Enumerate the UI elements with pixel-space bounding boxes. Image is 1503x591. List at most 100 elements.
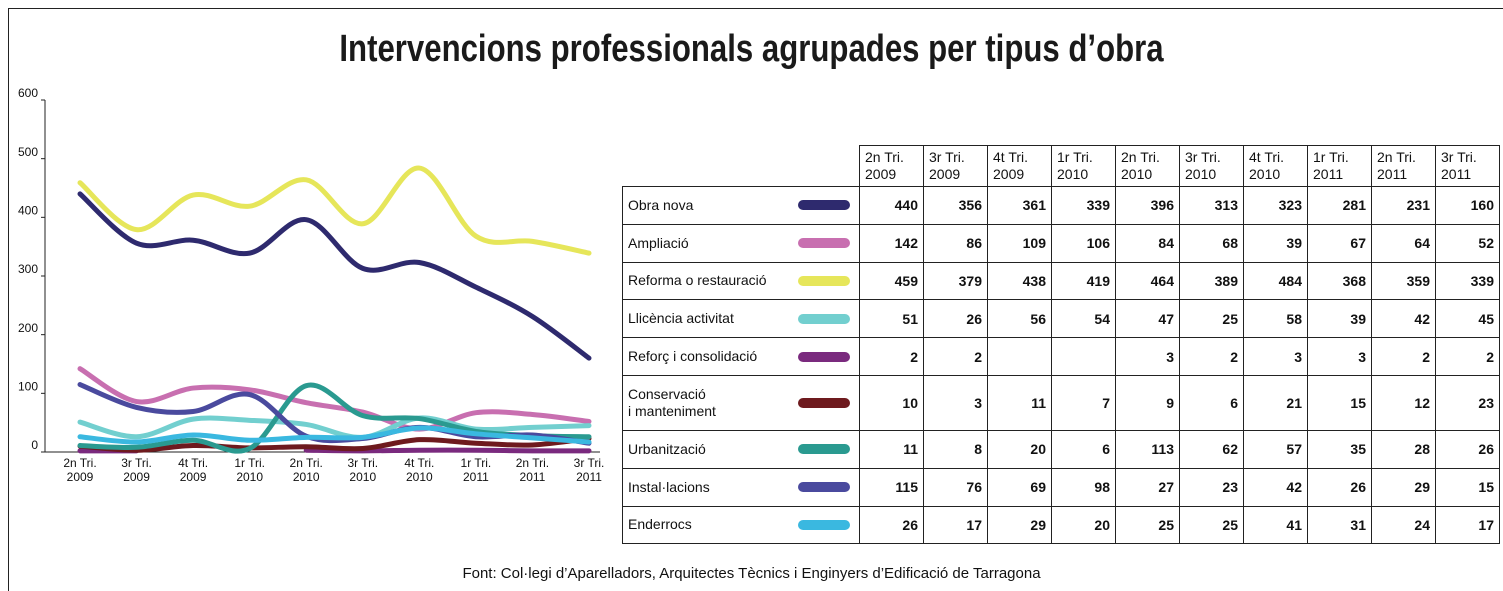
value-text: 52 [1478, 235, 1494, 252]
series-name-cell: Instal·lacions [622, 467, 860, 507]
value-cell: 7 [1051, 374, 1116, 431]
value-cell: 3 [923, 374, 988, 431]
value-text: 15 [1350, 394, 1366, 411]
column-header: 4t Tri. 2010 [1243, 145, 1308, 187]
value-text: 20 [1094, 516, 1110, 533]
table-row: Ampliació 142 86 109 106 84 68 39 67 64 52 [622, 223, 1500, 263]
value-text: 27 [1158, 479, 1174, 496]
value-cell: 20 [1051, 505, 1116, 545]
value-text: 361 [1022, 197, 1046, 214]
value-text: 15 [1478, 479, 1494, 496]
legend-swatch [798, 200, 850, 211]
table-row: Instal·lacions 115 76 69 98 27 23 42 26 29 15 [622, 467, 1500, 507]
column-header-line: 2n Tri. [1121, 149, 1160, 165]
value-text: 29 [1414, 479, 1430, 496]
x-tick-label: 2011 [576, 470, 602, 484]
value-cell: 57 [1243, 429, 1308, 469]
value-cell: 52 [1435, 223, 1500, 263]
y-tick-label: 400 [18, 204, 38, 218]
x-tick-label: 1r Tri. [461, 456, 492, 470]
value-cell: 6 [1051, 429, 1116, 469]
value-text: 35 [1350, 441, 1366, 458]
legend-label: Conservació i manteniment [628, 385, 716, 419]
legend-entry: Reforç i consolidació [628, 348, 854, 365]
value-cell: 42 [1243, 467, 1308, 507]
column-header-line: 2009 [865, 166, 897, 182]
value-text: 47 [1158, 310, 1174, 327]
legend-entry: Reforma o restauració [628, 272, 854, 289]
value-cell: 484 [1243, 261, 1308, 301]
value-text: 160 [1470, 197, 1494, 214]
x-tick-label: 2011 [520, 470, 546, 484]
value-cell: 21 [1243, 374, 1308, 431]
value-text: 3 [1358, 348, 1366, 365]
value-cell: 26 [1307, 467, 1372, 507]
value-text: 281 [1342, 197, 1366, 214]
column-header: 4t Tri. 2009 [987, 145, 1052, 187]
value-cell: 115 [859, 467, 924, 507]
value-text: 6 [1102, 441, 1110, 458]
value-cell: 11 [859, 429, 924, 469]
value-text: 26 [1350, 479, 1366, 496]
x-tick-label: 2011 [463, 470, 489, 484]
value-cell: 25 [1179, 299, 1244, 339]
value-cell: 438 [987, 261, 1052, 301]
value-cell: 62 [1179, 429, 1244, 469]
value-cell: 8 [923, 429, 988, 469]
legend-entry: Instal·lacions [628, 479, 854, 496]
value-text: 39 [1286, 235, 1302, 252]
value-cell: 361 [987, 186, 1052, 225]
x-tick-label: 2n Tri. [516, 456, 549, 470]
x-tick-label: 3r Tri. [574, 456, 605, 470]
value-cell: 459 [859, 261, 924, 301]
column-header-line: 2011 [1377, 166, 1408, 182]
value-cell: 23 [1435, 374, 1500, 431]
value-text: 3 [1294, 348, 1302, 365]
value-text: 142 [894, 235, 918, 252]
value-cell: 323 [1243, 186, 1308, 225]
value-cell: 2 [923, 337, 988, 376]
value-cell [987, 337, 1052, 376]
value-cell: 3 [1307, 337, 1372, 376]
table-row: Obra nova 440 356 361 339 396 313 323 281 231 160 [622, 186, 1500, 225]
column-header-line: 1r Tri. [1057, 149, 1093, 165]
column-header-line: 2010 [1185, 166, 1217, 182]
table-row: Llicència activitat 51 26 56 54 47 25 58 39 42 45 [622, 299, 1500, 339]
value-text: 7 [1102, 394, 1110, 411]
legend-entry: Conservació i manteniment [628, 386, 854, 420]
value-text: 389 [1214, 272, 1238, 289]
value-text: 98 [1094, 479, 1110, 496]
value-cell: 2 [1435, 337, 1500, 376]
table-row: Enderrocs 26 17 29 20 25 25 41 31 24 17 [622, 505, 1500, 545]
column-header-line: 2010 [1249, 166, 1281, 182]
series-name-cell: Reforma o restauració [622, 261, 860, 301]
value-text: 440 [894, 197, 918, 214]
value-cell: 47 [1115, 299, 1180, 339]
value-text: 54 [1094, 310, 1110, 327]
column-header-line: 2010 [1121, 166, 1153, 182]
value-cell: 359 [1371, 261, 1436, 301]
column-header-line: 2n Tri. [865, 149, 904, 165]
value-text: 84 [1158, 235, 1174, 252]
x-tick-label: 1r Tri. [234, 456, 265, 470]
legend-label: Llicència activitat [628, 310, 734, 327]
data-table: 2n Tri. 2009 3r Tri. 2009 4t Tri. 2009 1r Tri.… [622, 145, 1500, 545]
value-text: 339 [1086, 197, 1110, 214]
legend-swatch [798, 519, 850, 530]
x-tick-label: 3r Tri. [347, 456, 378, 470]
value-cell: 2 [1179, 337, 1244, 376]
value-text: 41 [1286, 516, 1302, 533]
value-cell: 6 [1179, 374, 1244, 431]
value-cell: 10 [859, 374, 924, 431]
value-cell: 29 [1371, 467, 1436, 507]
x-tick-label: 2n Tri. [63, 456, 96, 470]
value-cell: 51 [859, 299, 924, 339]
value-cell: 28 [1371, 429, 1436, 469]
series-name-cell: Llicència activitat [622, 299, 860, 339]
value-cell: 69 [987, 467, 1052, 507]
value-text: 2 [1486, 348, 1494, 365]
legend-entry: Llicència activitat [628, 310, 854, 327]
legend-swatch [798, 275, 850, 286]
value-text: 76 [966, 479, 982, 496]
table-row: Conservació i manteniment 10 3 11 7 9 6 21 15 12 2… [622, 374, 1500, 431]
